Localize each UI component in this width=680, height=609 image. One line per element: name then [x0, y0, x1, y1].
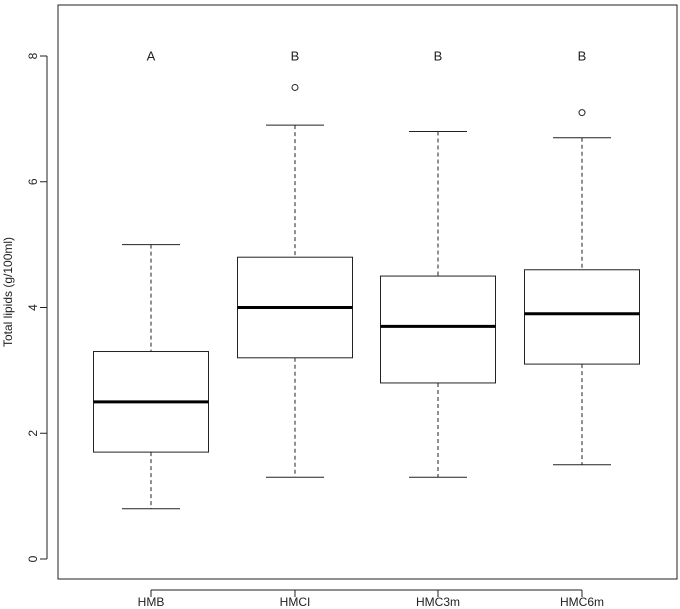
- box-group-hmb: A: [93, 49, 209, 510]
- y-axis: 0 2 4 6 8: [26, 52, 48, 562]
- box-group-hmc3m: B: [380, 49, 496, 478]
- x-tick-label: HMC6m: [560, 595, 604, 609]
- y-tick-label: 2: [26, 430, 40, 437]
- group-letter: B: [434, 49, 443, 64]
- box-iqr: [380, 275, 496, 384]
- box-group-hmci: B: [237, 49, 353, 478]
- x-tick-label: HMCI: [280, 595, 311, 609]
- box-iqr: [524, 269, 640, 365]
- group-letter: B: [578, 49, 587, 64]
- x-tick-label: HMC3m: [416, 595, 460, 609]
- outlier-point: [578, 109, 586, 117]
- y-tick-label: 8: [26, 52, 40, 59]
- y-axis-label: Total lipids (g/100ml): [1, 237, 15, 347]
- group-letter: B: [291, 49, 300, 64]
- x-axis: HMB HMCI HMC3m HMC6m: [138, 589, 604, 609]
- outlier-point: [291, 83, 299, 91]
- box-group-hmc6m: B: [524, 49, 640, 466]
- y-tick-label: 0: [26, 555, 40, 562]
- x-tick-label: HMB: [138, 595, 165, 609]
- group-letter: A: [147, 49, 156, 64]
- y-tick-label: 4: [26, 304, 40, 311]
- y-tick-label: 6: [26, 178, 40, 185]
- plot-frame: [57, 4, 678, 580]
